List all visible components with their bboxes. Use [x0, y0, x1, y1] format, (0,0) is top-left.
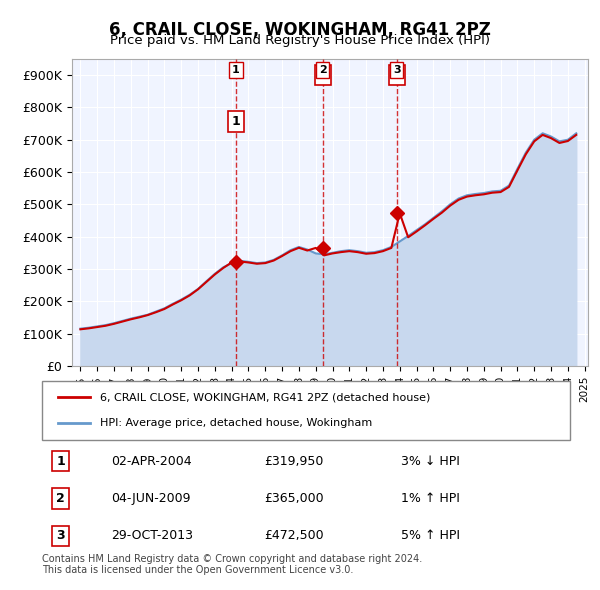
Text: £319,950: £319,950: [264, 455, 323, 468]
Text: 04-JUN-2009: 04-JUN-2009: [110, 492, 190, 505]
Text: £472,500: £472,500: [264, 529, 323, 542]
Text: 2: 2: [319, 65, 326, 75]
Text: 2: 2: [319, 68, 327, 81]
Text: 3: 3: [393, 65, 401, 75]
Text: 1: 1: [56, 455, 65, 468]
Text: Price paid vs. HM Land Registry's House Price Index (HPI): Price paid vs. HM Land Registry's House …: [110, 34, 490, 47]
Text: 1: 1: [232, 115, 240, 128]
Text: 6, CRAIL CLOSE, WOKINGHAM, RG41 2PZ: 6, CRAIL CLOSE, WOKINGHAM, RG41 2PZ: [109, 21, 491, 39]
Text: 6, CRAIL CLOSE, WOKINGHAM, RG41 2PZ (detached house): 6, CRAIL CLOSE, WOKINGHAM, RG41 2PZ (det…: [100, 392, 430, 402]
Text: 1: 1: [232, 65, 240, 75]
Text: 3: 3: [392, 68, 401, 81]
Text: 29-OCT-2013: 29-OCT-2013: [110, 529, 193, 542]
Text: 3% ↓ HPI: 3% ↓ HPI: [401, 455, 460, 468]
Text: HPI: Average price, detached house, Wokingham: HPI: Average price, detached house, Woki…: [100, 418, 373, 428]
FancyBboxPatch shape: [42, 381, 570, 440]
Text: £365,000: £365,000: [264, 492, 323, 505]
Text: 5% ↑ HPI: 5% ↑ HPI: [401, 529, 460, 542]
Text: 02-APR-2004: 02-APR-2004: [110, 455, 191, 468]
Text: Contains HM Land Registry data © Crown copyright and database right 2024.
This d: Contains HM Land Registry data © Crown c…: [42, 553, 422, 575]
Text: 3: 3: [56, 529, 65, 542]
Text: 1% ↑ HPI: 1% ↑ HPI: [401, 492, 460, 505]
Text: 2: 2: [56, 492, 65, 505]
